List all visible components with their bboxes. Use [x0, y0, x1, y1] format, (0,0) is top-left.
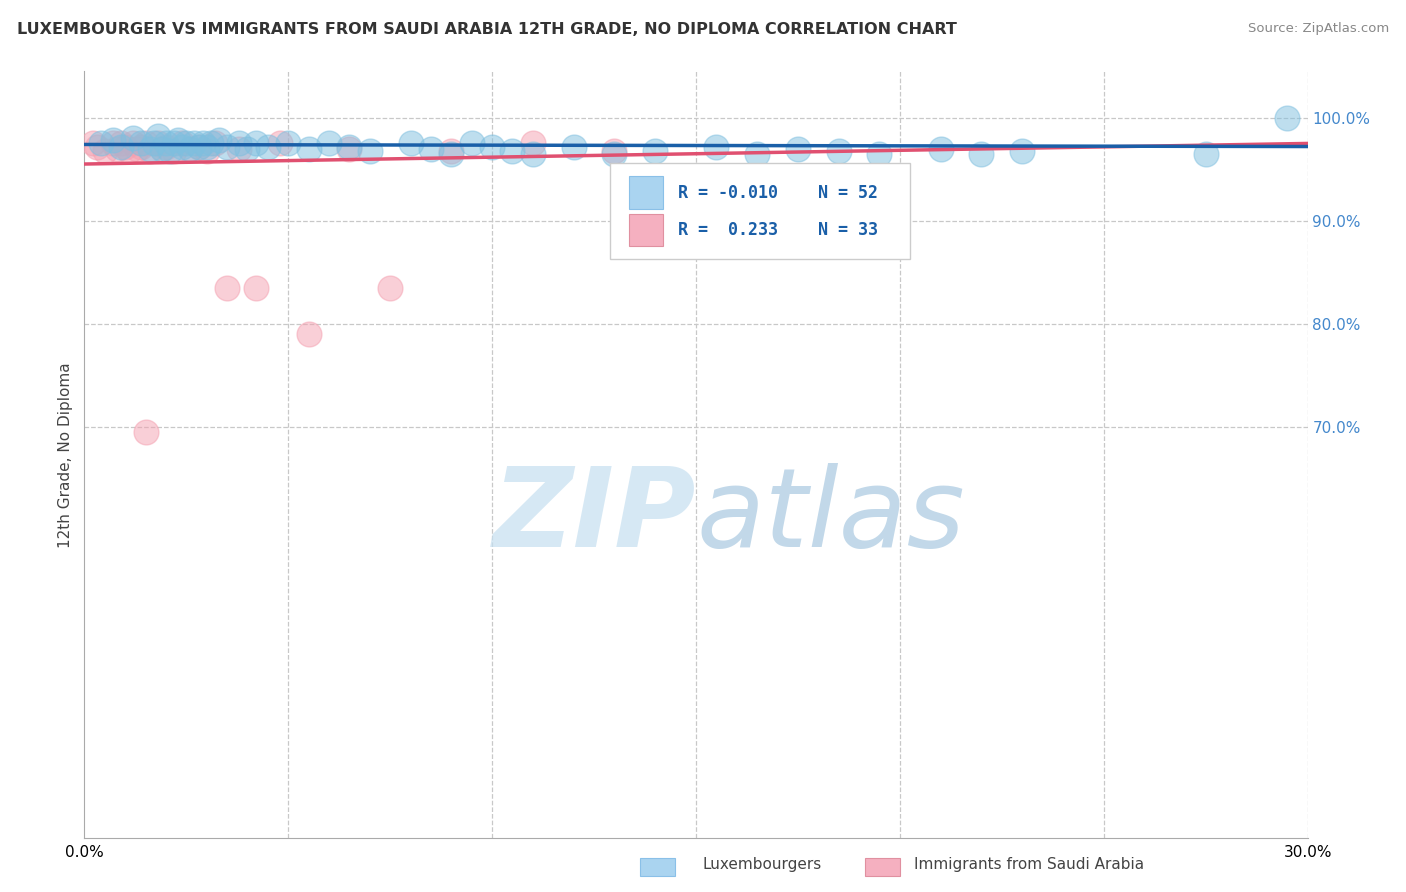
Point — [603, 146, 626, 161]
Point — [204, 136, 226, 151]
Point — [1195, 146, 1218, 161]
Point — [163, 144, 186, 158]
Point — [138, 142, 160, 156]
Point — [420, 142, 443, 156]
Point — [163, 136, 186, 151]
Point — [562, 139, 585, 153]
Point — [269, 136, 291, 151]
Point — [118, 144, 141, 158]
Text: ZIP: ZIP — [492, 463, 696, 570]
Point — [440, 144, 463, 158]
Point — [93, 144, 115, 158]
Point — [155, 139, 177, 153]
Point — [245, 280, 267, 294]
Point — [257, 139, 280, 153]
Point — [114, 139, 136, 153]
Point — [86, 139, 108, 153]
Point — [706, 139, 728, 153]
Point — [502, 144, 524, 158]
Point — [135, 425, 157, 439]
Point — [339, 139, 361, 153]
Point — [787, 142, 810, 156]
Point — [217, 139, 239, 153]
Point — [399, 136, 422, 151]
Point — [150, 142, 173, 156]
Point — [159, 144, 181, 158]
Point — [298, 142, 321, 156]
Point — [150, 142, 173, 156]
Point — [105, 142, 128, 156]
Point — [339, 142, 361, 156]
Point — [1277, 111, 1299, 125]
Point — [869, 146, 891, 161]
Point — [191, 136, 214, 151]
Point — [603, 144, 626, 158]
Point — [127, 142, 149, 156]
Point — [461, 136, 484, 151]
Point — [138, 144, 160, 158]
Point — [277, 136, 299, 151]
Bar — [628, 177, 664, 209]
Point — [440, 146, 463, 161]
Point — [146, 129, 169, 144]
Point — [101, 133, 124, 147]
Point — [183, 136, 205, 151]
Point — [122, 131, 145, 145]
Point — [929, 142, 952, 156]
Point — [179, 142, 201, 156]
Point — [200, 136, 222, 151]
Point — [131, 136, 153, 151]
Point — [298, 326, 321, 341]
Text: Source: ZipAtlas.com: Source: ZipAtlas.com — [1249, 22, 1389, 36]
Point — [167, 133, 190, 147]
FancyBboxPatch shape — [610, 163, 910, 260]
Point — [110, 136, 132, 151]
Point — [146, 136, 169, 151]
Point — [90, 136, 112, 151]
Point — [236, 142, 259, 156]
Point — [101, 136, 124, 151]
Point — [359, 144, 381, 158]
Point — [174, 136, 197, 151]
Point — [1011, 144, 1033, 158]
Bar — [628, 214, 664, 246]
Point — [481, 139, 503, 153]
Point — [155, 136, 177, 151]
Point — [970, 146, 993, 161]
Point — [644, 144, 666, 158]
Point — [82, 136, 104, 151]
Point — [380, 280, 402, 294]
Point — [142, 136, 165, 151]
Point — [228, 142, 250, 156]
Point — [187, 139, 209, 153]
Point — [828, 144, 851, 158]
Text: atlas: atlas — [696, 463, 965, 570]
Point — [131, 139, 153, 153]
Point — [135, 136, 157, 151]
Point — [110, 139, 132, 153]
Point — [187, 139, 209, 153]
Point — [747, 146, 769, 161]
Point — [245, 136, 267, 151]
Point — [172, 139, 194, 153]
Point — [122, 136, 145, 151]
Point — [318, 136, 340, 151]
Point — [208, 133, 231, 147]
Text: R = -0.010    N = 52: R = -0.010 N = 52 — [678, 184, 877, 202]
Text: Immigrants from Saudi Arabia: Immigrants from Saudi Arabia — [914, 857, 1144, 872]
Text: Luxembourgers: Luxembourgers — [703, 857, 823, 872]
Point — [228, 136, 250, 151]
Point — [172, 136, 194, 151]
Point — [522, 146, 544, 161]
Point — [217, 280, 239, 294]
Y-axis label: 12th Grade, No Diploma: 12th Grade, No Diploma — [58, 362, 73, 548]
Point — [195, 139, 218, 153]
Point — [179, 142, 201, 156]
Text: LUXEMBOURGER VS IMMIGRANTS FROM SAUDI ARABIA 12TH GRADE, NO DIPLOMA CORRELATION : LUXEMBOURGER VS IMMIGRANTS FROM SAUDI AR… — [17, 22, 956, 37]
Point — [522, 136, 544, 151]
Point — [195, 144, 218, 158]
Text: R =  0.233    N = 33: R = 0.233 N = 33 — [678, 221, 877, 239]
